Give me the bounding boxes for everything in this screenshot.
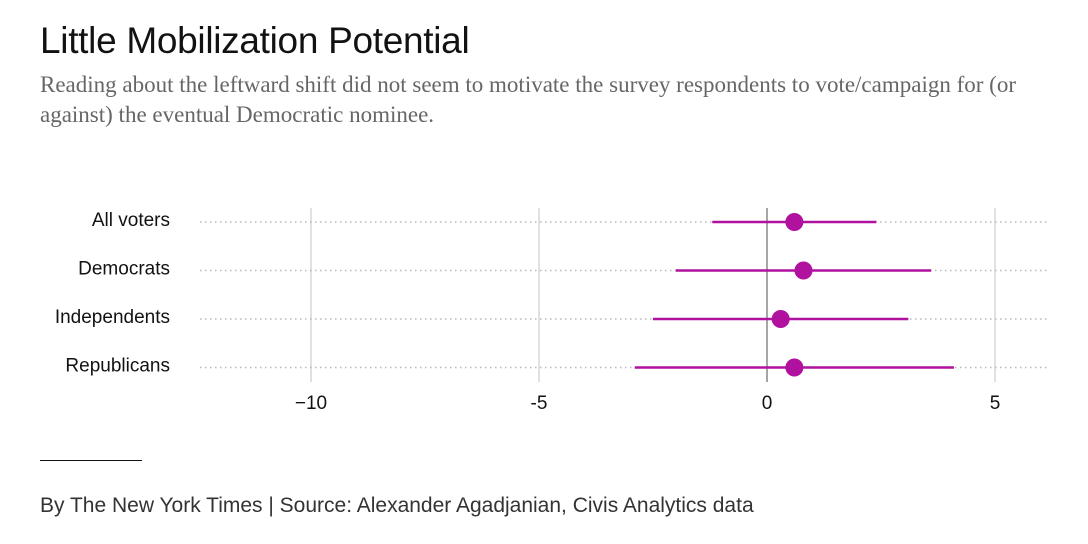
x-tick-label: -5 — [531, 393, 548, 414]
estimate-point — [771, 310, 790, 328]
category-label: Republicans — [65, 356, 170, 377]
category-label: Democrats — [78, 259, 170, 280]
category-label: All voters — [92, 210, 170, 231]
x-tick-label: −10 — [295, 393, 327, 414]
x-tick-label: 5 — [990, 393, 1001, 414]
estimate-point — [794, 261, 813, 280]
chart-subtitle: Reading about the leftward shift did not… — [40, 72, 1016, 127]
footer-divider — [40, 460, 142, 461]
source-credit: By The New York Times | Source: Alexande… — [40, 494, 754, 517]
estimate-point — [785, 213, 804, 231]
chart-title: Little Mobilization Potential — [40, 20, 470, 61]
estimate-point — [785, 358, 804, 377]
x-tick-label: 0 — [762, 393, 773, 414]
dot-plot-chart: All voters Democrats Independents Republica… — [55, 208, 1050, 414]
category-label: Independents — [55, 307, 170, 328]
